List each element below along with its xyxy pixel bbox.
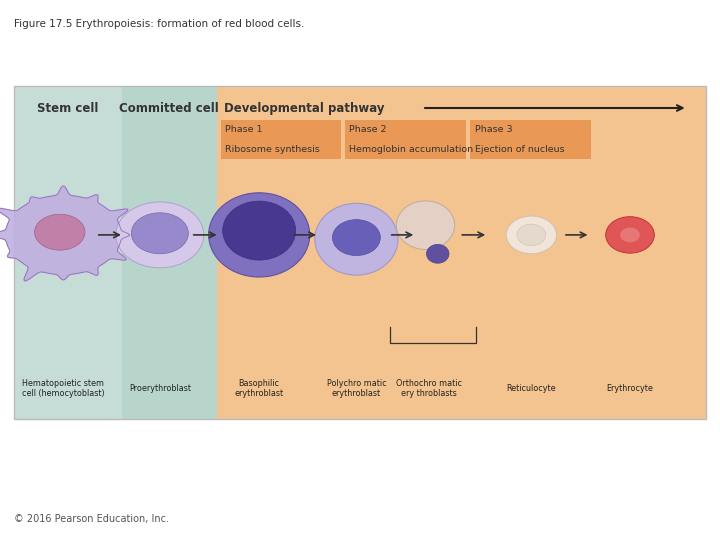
Ellipse shape [517,224,546,246]
Ellipse shape [620,227,640,242]
Text: Figure 17.5 Erythropoiesis: formation of red blood cells.: Figure 17.5 Erythropoiesis: formation of… [14,19,305,29]
Bar [14,86,706,418]
Text: Ribosome synthesis: Ribosome synthesis [225,145,320,154]
Ellipse shape [116,202,204,268]
Text: © 2016 Pearson Education, Inc.: © 2016 Pearson Education, Inc. [14,514,169,524]
Polygon shape [0,186,130,281]
Text: Hematopoietic stem
cell (hemocytoblast): Hematopoietic stem cell (hemocytoblast) [22,379,104,399]
Text: Stem cell: Stem cell [37,102,99,114]
Text: Polychro matic
erythroblast: Polychro matic erythroblast [327,379,386,399]
Bar [345,120,466,159]
Text: Erythrocyte: Erythrocyte [606,384,654,393]
Bar [470,120,591,159]
Ellipse shape [35,214,85,250]
Bar [14,86,122,418]
Ellipse shape [315,203,398,275]
Ellipse shape [222,201,296,260]
Bar [220,120,341,159]
Ellipse shape [333,220,380,255]
Ellipse shape [606,217,654,253]
Ellipse shape [426,245,449,263]
Text: Hemoglobin accumulation: Hemoglobin accumulation [349,145,474,154]
Bar [217,86,706,418]
Text: Basophilic
erythroblast: Basophilic erythroblast [235,379,284,399]
Ellipse shape [506,216,557,254]
Text: Developmental pathway: Developmental pathway [224,102,384,114]
Text: Phase 2: Phase 2 [349,125,387,133]
Text: Reticulocyte: Reticulocyte [507,384,556,393]
Ellipse shape [209,193,310,277]
Ellipse shape [131,213,189,254]
Text: Phase 3: Phase 3 [474,125,513,133]
Bar [122,86,217,418]
Text: Phase 1: Phase 1 [225,125,262,133]
Text: Orthochro matic
ery throblasts: Orthochro matic ery throblasts [396,379,462,399]
Text: Committed cell: Committed cell [120,102,219,114]
Text: Ejection of nucleus: Ejection of nucleus [474,145,564,154]
Text: Proerythroblast: Proerythroblast [129,384,191,393]
Ellipse shape [396,201,455,249]
